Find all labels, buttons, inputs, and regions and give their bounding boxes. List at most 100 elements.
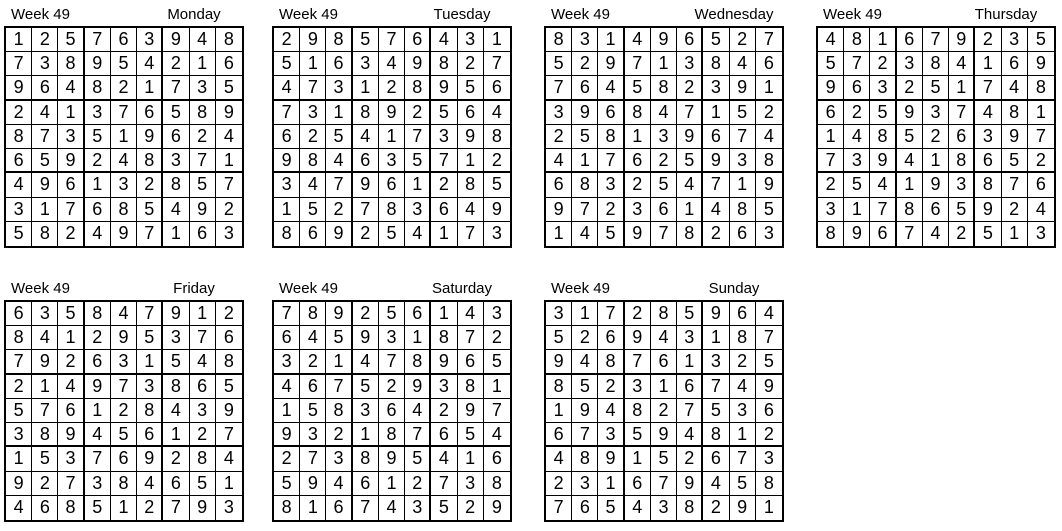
day-label: Friday <box>173 280 215 297</box>
sudoku-cell: 8 <box>755 149 782 174</box>
sudoku-cell: 1 <box>163 423 190 448</box>
sudoku-cell: 8 <box>896 197 923 222</box>
sudoku-cell: 3 <box>300 100 327 125</box>
sudoku-cell: 2 <box>137 495 164 520</box>
sudoku-cell: 7 <box>32 398 59 424</box>
board-header: Week 49 Friday <box>4 278 244 300</box>
sudoku-cell: 8 <box>32 221 59 246</box>
sudoku-cell: 5 <box>1001 149 1028 174</box>
sudoku-cell: 7 <box>58 471 85 496</box>
sudoku-cell: 4 <box>6 495 33 520</box>
sudoku-cell: 4 <box>483 423 510 448</box>
sudoku-cell: 3 <box>457 28 484 53</box>
sudoku-cell: 8 <box>189 447 216 472</box>
sudoku-cell: 8 <box>703 423 730 448</box>
sudoku-cell: 4 <box>431 28 458 53</box>
sudoku-cell: 5 <box>677 302 704 327</box>
sudoku-cell: 1 <box>483 28 510 53</box>
sudoku-cell: 6 <box>598 326 625 351</box>
sudoku-cell: 8 <box>483 125 510 150</box>
sudoku-cell: 3 <box>223 223 234 244</box>
sudoku-cell: 8 <box>729 326 756 351</box>
sudoku-cell: 8 <box>755 472 782 496</box>
sudoku-cell: 9 <box>163 28 190 53</box>
sudoku-cell: 5 <box>457 76 484 101</box>
sudoku-cell: 2 <box>110 76 138 101</box>
sudoku-cell: 3 <box>137 374 164 399</box>
sudoku-cell: 3 <box>491 223 502 244</box>
sudoku-cell: 5 <box>300 197 327 222</box>
sudoku-cell: 1 <box>405 326 432 351</box>
sudoku-cell: 1 <box>215 149 242 174</box>
sudoku-cell: 4 <box>405 221 432 246</box>
sudoku-cell: 8 <box>274 495 301 520</box>
sudoku-cell: 3 <box>703 350 730 375</box>
sudoku-cell: 2 <box>1001 197 1028 222</box>
sudoku-cell: 1 <box>84 398 111 424</box>
sudoku-cell: 9 <box>190 495 216 520</box>
week-label: Week 49 <box>11 6 70 23</box>
sudoku-cell: 8 <box>215 28 242 53</box>
sudoku-cell: 8 <box>378 197 406 222</box>
sudoku-cell: 4 <box>189 28 216 53</box>
sudoku-cell: 4 <box>870 173 897 198</box>
sudoku-cell: 2 <box>546 471 573 496</box>
sudoku-cell: 3 <box>1035 223 1046 244</box>
sudoku-cell: 5 <box>844 173 871 198</box>
sudoku-cell: 5 <box>85 495 111 520</box>
sudoku-cell: 2 <box>163 447 190 472</box>
sudoku-cell: 8 <box>378 423 406 448</box>
sudoku-cell: 9 <box>6 76 33 101</box>
sudoku-cell: 2 <box>300 350 327 375</box>
sudoku-cell: 9 <box>755 173 782 198</box>
sudoku-cell: 9 <box>625 221 651 246</box>
sudoku-cell: 2 <box>624 302 651 327</box>
sudoku-cell: 1 <box>1027 101 1054 125</box>
sudoku-cell: 8 <box>818 221 845 246</box>
sudoku-cell: 5 <box>6 221 33 246</box>
sudoku-cell: 7 <box>598 149 625 174</box>
sudoku-cell: 1 <box>624 124 651 150</box>
sudoku-cell: 7 <box>457 326 484 351</box>
sudoku-cell: 3 <box>58 124 85 150</box>
sudoku-cell: 2 <box>137 173 164 198</box>
sudoku-cell: 7 <box>729 447 756 472</box>
sudoku-cell: 2 <box>483 326 510 351</box>
sudoku-cell: 1 <box>896 173 923 198</box>
sudoku-cell: 2 <box>896 76 923 101</box>
sudoku-cell: 6 <box>650 350 678 375</box>
sudoku-cell: 6 <box>844 76 871 101</box>
sudoku-cell: 9 <box>677 124 704 150</box>
sudoku-cell: 1 <box>137 350 164 375</box>
sudoku-cell: 6 <box>352 471 379 496</box>
sudoku-cell: 9 <box>677 471 704 496</box>
sudoku-cell: 3 <box>922 100 950 125</box>
sudoku-cell: 3 <box>755 447 782 472</box>
sudoku-cell: 4 <box>110 149 138 174</box>
sudoku-cell: 3 <box>137 28 164 53</box>
sudoku-cell: 5 <box>755 350 782 375</box>
sudoku-cell: 1 <box>650 52 678 77</box>
sudoku-cell: 3 <box>598 173 625 198</box>
sudoku-cell: 3 <box>624 197 651 222</box>
sudoku-cell: 7 <box>189 326 216 351</box>
sudoku-cell: 8 <box>352 100 379 125</box>
sudoku-cell: 9 <box>84 52 111 77</box>
sudoku-cell: 1 <box>546 398 573 424</box>
sudoku-cell: 2 <box>729 350 756 375</box>
sudoku-cell: 5 <box>326 124 353 150</box>
sudoku-cell: 7 <box>546 495 573 520</box>
sudoku-cell: 5 <box>6 398 33 424</box>
sudoku-cell: 7 <box>546 76 573 101</box>
sudoku-cell: 5 <box>163 350 190 375</box>
sudoku-cell: 1 <box>58 100 85 125</box>
sudoku-cell: 8 <box>677 221 704 246</box>
sudoku-cell: 3 <box>223 497 234 518</box>
sudoku-cell: 4 <box>32 100 59 125</box>
sudoku-cell: 2 <box>300 124 327 150</box>
sudoku-cell: 8 <box>300 302 327 327</box>
sudoku-cell: 9 <box>274 149 301 174</box>
